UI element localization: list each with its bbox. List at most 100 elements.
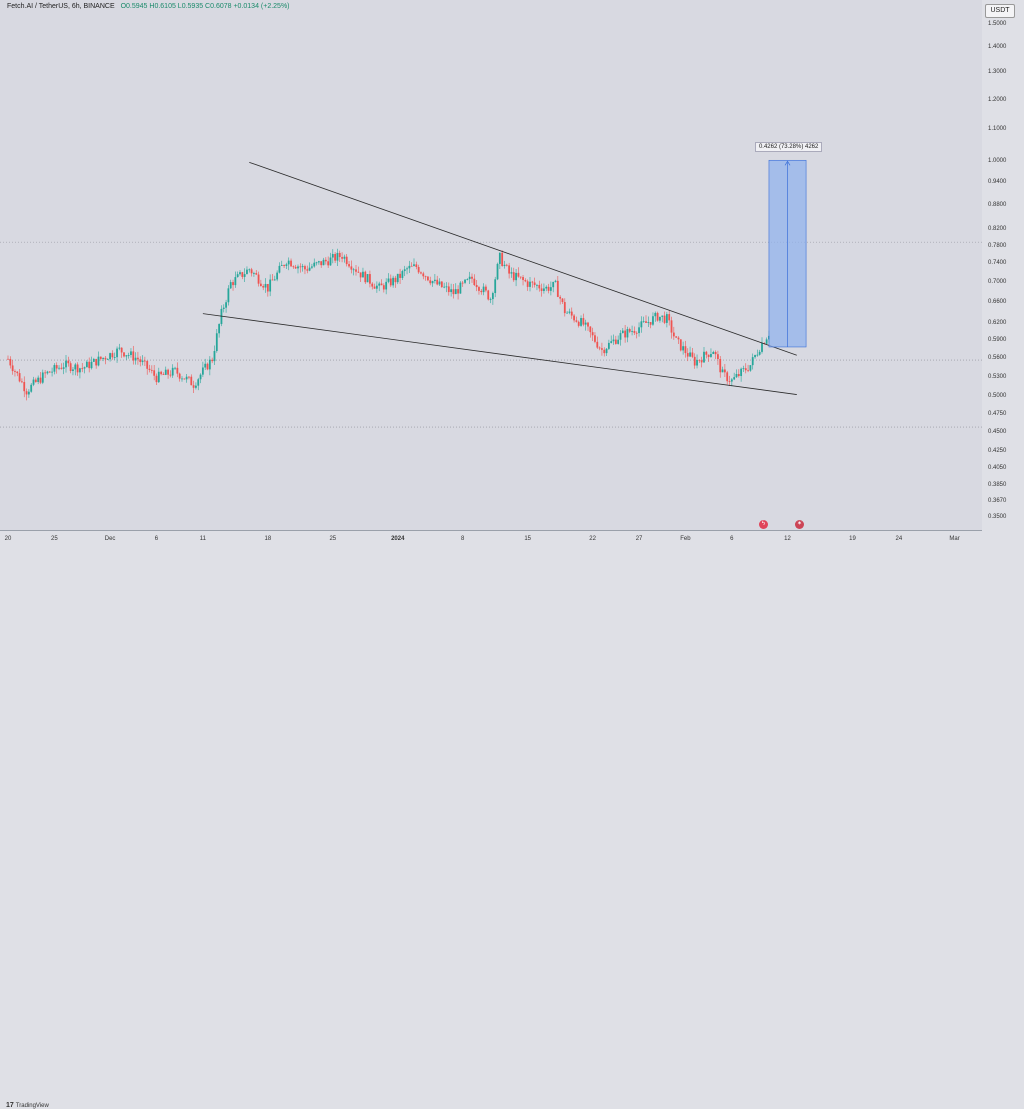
candle-body [756,354,759,356]
candle-body [206,363,209,370]
logo-text: TradingView [15,1103,49,1109]
tradingview-logo[interactable]: 17 TradingView [6,1102,49,1109]
candle-body [320,261,323,266]
y-tick-label: 0.5300 [988,373,1007,380]
flash-icon[interactable]: ϟ [759,520,768,529]
y-tick-label: 1.1000 [988,126,1007,132]
ohlc-values: O0.5945 H0.6105 L0.5935 C0.6078 +0.0134 … [120,3,290,10]
y-tick-label: 1.4000 [988,44,1007,51]
candle-body [652,316,654,325]
price-chart[interactable] [0,0,982,530]
candle-body [120,347,123,353]
candle-body [241,272,244,277]
candle-body [621,330,624,334]
candle-body [109,353,111,360]
candle-body [123,352,125,357]
x-tick-label: 20 [4,536,12,542]
candle-body [582,318,585,325]
price-axis[interactable] [982,0,1024,530]
candle-body [712,351,715,355]
candle-body [589,326,592,333]
candle-body [603,349,606,354]
candle-body [141,360,144,363]
candle-body [445,286,448,288]
candle-body [248,269,251,271]
candle-body [591,332,594,336]
candle-body [610,341,613,343]
candle-body [540,288,543,291]
candle-body [607,342,610,349]
candle-body [143,360,146,362]
candle-body [498,252,501,264]
candle-body [459,282,462,294]
candle-body [350,266,353,270]
candle-body [577,321,580,326]
candle-body [116,348,118,358]
candle-body [95,358,98,366]
currency-button[interactable]: USDT [985,4,1015,18]
measure-arrow-head [784,160,791,166]
candle-body [638,327,640,334]
time-axis[interactable] [0,530,982,551]
candle-body [665,314,668,323]
candle-body [313,262,316,267]
candle-body [72,369,74,372]
candle-body [547,286,550,291]
chart-plot-area[interactable] [0,0,983,530]
candle-body [118,347,121,349]
candle-body [382,285,385,290]
candle-body [48,371,51,373]
candle-body [682,346,685,351]
candle-body [512,272,515,281]
candle-body [290,260,292,267]
candle-body [545,286,548,289]
candle-body [273,279,276,281]
candle-body [693,356,696,366]
candle-body [259,283,262,287]
candle-body [183,378,186,380]
candle-body [127,354,130,356]
candle-body [619,333,622,340]
candle-body [471,276,473,279]
candle-body [174,367,176,369]
candle-body [44,372,47,374]
x-tick-label: 12 [784,536,791,542]
candle-body [626,329,629,338]
candle-body [197,379,200,386]
candle-body [306,269,309,271]
candle-body [635,332,638,334]
candle-body [153,370,156,376]
candle-body [668,314,671,321]
candle-body [322,259,325,266]
candle-body [440,281,443,288]
resistance-trendline [249,161,797,356]
candle-body [457,289,459,294]
y-tick-label: 0.3850 [988,481,1007,488]
candle-body [461,282,464,284]
candle-body [21,381,23,383]
candle-body [740,368,743,377]
candle-body [399,273,401,278]
candle-body [222,307,225,309]
support-trendline [202,313,797,395]
candle-body [218,324,221,334]
y-tick-label: 0.4250 [988,448,1007,455]
candle-body [689,352,691,357]
candle-body [9,358,12,366]
y-tick-label: 0.7400 [988,260,1007,267]
candle-body [236,274,239,278]
y-tick-label: 0.8200 [988,225,1007,232]
candle-body [162,374,165,375]
candle-body [454,289,457,295]
candle-body [447,286,450,293]
candle-body [431,281,434,284]
candle-body [185,376,188,380]
candle-body [176,367,179,374]
candle-body [257,274,260,284]
candle-body [331,254,334,258]
candle-body [373,286,376,289]
candle-body [225,302,227,308]
candle-body [97,356,100,366]
candle-body [190,376,193,386]
us-flag-icon[interactable]: ✶ [795,520,804,529]
